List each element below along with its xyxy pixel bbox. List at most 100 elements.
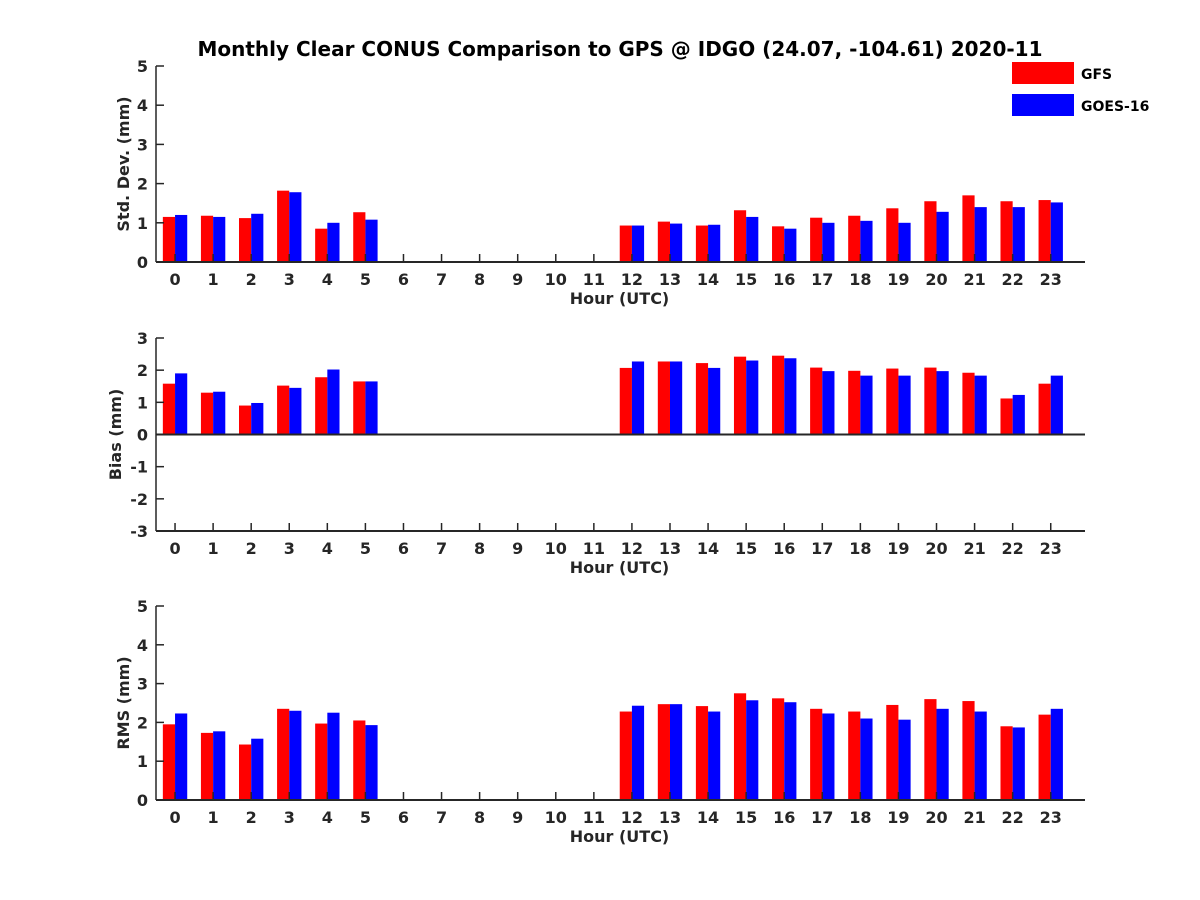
rms-x-tick-label: 8 [474,808,485,827]
rms-y-tick-label: 0 [137,791,148,810]
rms-bar-gfs-hour-22 [1000,726,1013,800]
bias-bar-gfs-hour-5 [353,381,366,435]
rms-x-tick-label: 11 [583,808,605,827]
bias-bar-goes16-hour-0 [175,373,188,435]
std-dev-bar-goes16-hour-18 [860,220,873,262]
std-dev-bar-gfs-hour-0 [162,216,176,262]
std-dev-x-tick-label: 18 [849,270,871,289]
rms-bar-goes16-hour-4 [327,712,340,800]
rms-bar-goes16-hour-16 [784,702,797,800]
bias-bar-goes16-hour-12 [631,361,645,435]
bias-bar-goes16-hour-14 [708,367,721,435]
bias-x-tick-label: 20 [925,539,947,558]
rms-bar-gfs-hour-18 [848,711,861,800]
rms-y-tick-label: 3 [137,675,148,694]
bias-x-tick-label: 12 [621,539,643,558]
rms-x-tick-label: 12 [621,808,643,827]
bias-bar-goes16-hour-2 [251,402,264,435]
std-dev-bar-goes16-hour-0 [175,214,188,262]
rms-bar-goes16-hour-0 [175,713,188,800]
bias-bar-goes16-hour-3 [289,387,302,435]
bias-x-tick-label: 7 [436,539,447,558]
std-dev-y-tick-label: 3 [137,135,148,154]
std-dev-bar-gfs-hour-22 [1000,201,1013,262]
std-dev-y-tick-label: 4 [137,96,148,115]
bias-x-tick-label: 16 [773,539,795,558]
rms-bar-gfs-hour-19 [886,704,899,800]
bias-bar-gfs-hour-22 [1000,398,1013,435]
std-dev-bar-gfs-hour-3 [277,190,290,262]
bias-x-tick-label: 11 [583,539,605,558]
bias-bar-goes16-hour-18 [860,375,873,435]
std-dev-x-tick-label: 14 [697,270,719,289]
std-dev-bar-goes16-hour-3 [289,192,302,262]
legend-swatch-gfs [1012,62,1074,84]
bias-x-tick-label: 0 [169,539,180,558]
std-dev-bar-goes16-hour-23 [1050,202,1063,262]
bias-x-tick-label: 8 [474,539,485,558]
rms-x-tick-label: 9 [512,808,523,827]
std-dev-bar-goes16-hour-5 [365,219,378,262]
std-dev-bar-gfs-hour-19 [886,208,899,262]
rms-bar-goes16-hour-3 [289,710,302,800]
std-dev-x-tick-label: 17 [811,270,833,289]
bias-x-tick-label: 10 [545,539,567,558]
rms-bar-goes16-hour-12 [631,705,645,800]
rms-bar-goes16-hour-15 [746,700,759,800]
std-dev-bar-goes16-hour-22 [1012,207,1025,262]
bias-bar-gfs-hour-15 [733,356,747,435]
rms-y-axis-label: RMS (mm) [114,656,133,749]
rms-bar-gfs-hour-23 [1038,714,1051,800]
rms-bar-gfs-hour-20 [924,699,937,800]
bias-bar-goes16-hour-13 [670,361,683,435]
std-dev-bar-gfs-hour-17 [810,217,823,262]
rms-bar-goes16-hour-1 [213,731,226,800]
rms-bar-goes16-hour-18 [860,718,873,800]
std-dev-x-tick-label: 19 [887,270,909,289]
std-dev-bar-gfs-hour-1 [200,215,214,262]
bias-bar-gfs-hour-20 [924,367,937,435]
bias-bar-gfs-hour-13 [657,361,670,435]
rms-bar-gfs-hour-2 [239,744,252,800]
bias-x-tick-label: 3 [284,539,295,558]
rms-x-tick-label: 21 [963,808,985,827]
rms-x-tick-label: 7 [436,808,447,827]
std-dev-bar-goes16-hour-21 [974,207,987,262]
bias-bar-gfs-hour-19 [886,368,899,435]
rms-x-tick-label: 10 [545,808,567,827]
bias-bar-gfs-hour-18 [848,370,861,435]
rms-bar-goes16-hour-17 [822,713,835,800]
rms-bar-gfs-hour-21 [962,701,975,800]
std-dev-x-tick-label: 6 [398,270,409,289]
rms-x-tick-label: 14 [697,808,719,827]
std-dev-bar-goes16-hour-13 [670,223,683,262]
bias-x-tick-label: 15 [735,539,757,558]
rms-bar-goes16-hour-20 [936,708,949,800]
bias-bar-goes16-hour-21 [974,375,987,435]
rms-x-tick-label: 3 [284,808,295,827]
bias-x-tick-label: 4 [322,539,333,558]
bias-bar-goes16-hour-1 [213,391,226,435]
std-dev-bar-gfs-hour-15 [733,210,747,262]
std-dev-x-tick-label: 4 [322,270,333,289]
rms-x-tick-label: 18 [849,808,871,827]
rms-bar-goes16-hour-21 [974,711,987,800]
rms-x-tick-label: 0 [169,808,180,827]
rms-bar-gfs-hour-15 [733,693,747,800]
bias-bar-gfs-hour-1 [200,392,214,435]
std-dev-bar-gfs-hour-23 [1038,200,1051,262]
bias-bar-goes16-hour-5 [365,381,378,435]
std-dev-y-tick-label: 2 [137,175,148,194]
rms-bar-gfs-hour-13 [657,704,670,800]
bias-bar-gfs-hour-2 [239,405,252,435]
rms-x-tick-label: 6 [398,808,409,827]
rms-x-axis-label: Hour (UTC) [570,827,670,846]
std-dev-bar-goes16-hour-2 [251,213,264,262]
rms-x-tick-label: 23 [1040,808,1062,827]
bias-x-tick-label: 17 [811,539,833,558]
std-dev-x-tick-label: 22 [1002,270,1024,289]
bias-bar-gfs-hour-21 [962,372,975,435]
bias-x-tick-label: 23 [1040,539,1062,558]
